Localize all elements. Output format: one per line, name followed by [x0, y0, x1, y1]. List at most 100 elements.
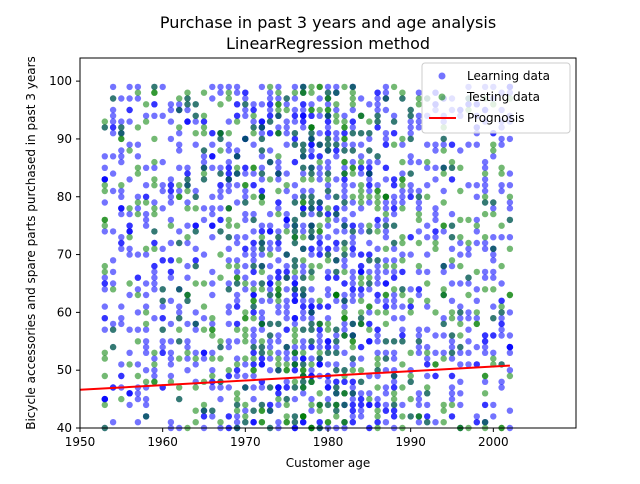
scatter-point-testing — [266, 291, 274, 299]
scatter-point-learning — [415, 291, 423, 299]
scatter-point-testing — [101, 401, 109, 409]
scatter-point-testing — [233, 274, 241, 281]
scatter-point-testing — [399, 361, 406, 368]
scatter-point-learning — [167, 257, 175, 264]
scatter-point-learning — [250, 170, 257, 177]
scatter-point-testing — [374, 112, 381, 120]
scatter-point-learning — [374, 326, 381, 333]
scatter-point-testing — [374, 384, 381, 391]
scatter-point-testing — [300, 245, 307, 252]
scatter-point-testing — [291, 378, 299, 385]
scatter-point-learning — [242, 407, 249, 414]
scatter-point-learning — [357, 222, 365, 229]
scatter-point-testing — [349, 228, 356, 235]
scatter-point-testing — [440, 135, 447, 143]
scatter-point-learning — [258, 309, 266, 316]
scatter-point-learning — [134, 361, 142, 368]
scatter-point-testing — [291, 141, 299, 148]
scatter-point-learning — [382, 176, 390, 183]
scatter-point-learning — [101, 164, 109, 171]
scatter-point-learning — [242, 234, 249, 241]
scatter-point-learning — [151, 164, 158, 171]
scatter-point-testing — [242, 413, 249, 420]
scatter-point-learning — [324, 101, 332, 108]
scatter-point-testing — [250, 297, 257, 304]
scatter-point-testing — [151, 378, 158, 385]
scatter-point-learning — [382, 130, 390, 137]
scatter-point-learning — [465, 361, 472, 368]
scatter-point-testing — [374, 355, 381, 362]
scatter-point-testing — [324, 251, 332, 258]
scatter-point-testing — [209, 332, 216, 339]
scatter-point-testing — [308, 320, 315, 328]
scatter-point-learning — [209, 130, 216, 137]
scatter-point-testing — [407, 135, 414, 143]
scatter-point-testing — [308, 135, 315, 143]
scatter-point-learning — [242, 112, 249, 120]
scatter-point-learning — [291, 367, 299, 374]
scatter-point-testing — [498, 303, 505, 310]
scatter-point-learning — [424, 326, 431, 333]
scatter-point-learning — [275, 164, 282, 171]
scatter-point-learning — [390, 193, 398, 200]
scatter-point-learning — [233, 112, 241, 120]
scatter-point-testing — [200, 176, 208, 183]
scatter-point-learning — [192, 245, 199, 252]
scatter-point-learning — [300, 315, 307, 322]
scatter-point-learning — [225, 413, 232, 420]
scatter-point-learning — [333, 378, 340, 385]
scatter-point-learning — [233, 419, 241, 426]
scatter-point-learning — [126, 141, 133, 148]
scatter-point-learning — [291, 182, 299, 189]
scatter-point-testing — [225, 95, 232, 102]
legend-marker-learning — [438, 72, 446, 80]
scatter-point-testing — [283, 361, 290, 368]
scatter-point-learning — [159, 205, 166, 212]
scatter-point-testing — [151, 176, 158, 183]
scatter-point-learning — [275, 268, 282, 276]
scatter-point-testing — [242, 419, 249, 426]
scatter-point-testing — [142, 320, 150, 328]
scatter-point-testing — [333, 268, 340, 276]
scatter-point-learning — [233, 89, 241, 96]
scatter-point-testing — [349, 193, 356, 200]
scatter-point-learning — [374, 268, 381, 276]
scatter-point-learning — [200, 153, 208, 160]
scatter-point-learning — [341, 130, 348, 137]
scatter-point-learning — [316, 153, 323, 160]
scatter-point-testing — [308, 205, 315, 212]
scatter-point-learning — [506, 170, 514, 177]
scatter-point-testing — [184, 205, 191, 212]
scatter-point-learning — [324, 182, 332, 189]
scatter-point-testing — [424, 297, 431, 304]
scatter-point-testing — [341, 419, 348, 426]
scatter-point-learning — [151, 262, 158, 270]
scatter-point-testing — [349, 101, 356, 108]
scatter-point-testing — [374, 205, 381, 212]
scatter-point-testing — [341, 199, 348, 206]
scatter-point-learning — [374, 101, 381, 108]
scatter-point-learning — [118, 372, 125, 380]
scatter-point-learning — [308, 147, 315, 154]
scatter-point-learning — [316, 361, 323, 368]
scatter-point-testing — [399, 135, 406, 143]
scatter-point-learning — [316, 112, 323, 120]
scatter-point-learning — [209, 164, 216, 171]
scatter-point-learning — [266, 130, 274, 137]
scatter-point-testing — [349, 170, 356, 177]
scatter-point-testing — [341, 124, 348, 131]
scatter-point-learning — [283, 222, 290, 229]
scatter-point-learning — [300, 390, 307, 397]
scatter-point-learning — [432, 349, 439, 356]
scatter-point-learning — [341, 187, 348, 195]
scatter-point-learning — [390, 413, 398, 420]
scatter-point-testing — [126, 205, 133, 212]
scatter-point-testing — [109, 326, 117, 333]
scatter-point-learning — [424, 413, 431, 420]
scatter-point-learning — [258, 118, 266, 125]
legend-label-prognosis: Prognosis — [467, 111, 524, 125]
scatter-point-learning — [217, 395, 224, 403]
scatter-point-learning — [242, 106, 249, 114]
scatter-point-learning — [283, 384, 290, 391]
scatter-point-testing — [316, 355, 323, 362]
